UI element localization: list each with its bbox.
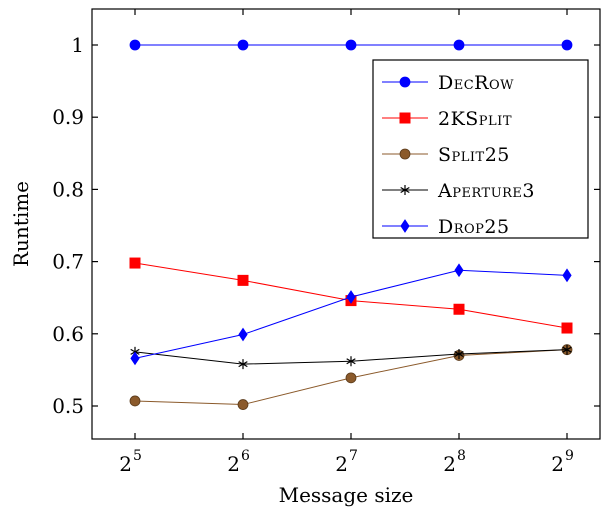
data-point-circle — [129, 39, 141, 51]
legend-entry-aperture3: Aperture3 — [382, 180, 535, 202]
data-point-circle — [129, 395, 141, 407]
data-point-square — [129, 257, 141, 269]
x-tick-exponent: 6 — [241, 448, 250, 464]
series-line — [134, 269, 568, 359]
star-stroke — [346, 358, 356, 365]
legend-entry-2ksplit: 2KSplit — [382, 108, 512, 130]
x-tick-exponent: 8 — [457, 448, 466, 464]
data-point-circle — [561, 39, 573, 51]
data-point-diamond — [130, 351, 140, 366]
series-decrow — [129, 39, 573, 51]
star-stroke — [454, 350, 464, 358]
x-tick-base: 2 — [227, 452, 240, 476]
legend-box — [372, 59, 589, 239]
series-split25 — [129, 344, 573, 410]
data-point-circle — [345, 39, 357, 51]
x-tick-exponent: 5 — [133, 448, 142, 464]
data-point-circle — [453, 39, 465, 51]
star-stroke — [400, 186, 410, 194]
data-point-star — [454, 349, 464, 360]
legend-label: 2KSplit — [438, 108, 512, 130]
data-point-star — [400, 185, 410, 195]
data-point-square — [561, 322, 573, 334]
data-point-square — [453, 303, 465, 315]
data-point-diamond — [400, 219, 410, 233]
data-point-diamond — [562, 268, 572, 283]
x-tick-base: 2 — [443, 452, 456, 476]
legend-entry-split25: Split25 — [382, 144, 510, 166]
data-point-star — [238, 359, 248, 370]
y-tick-label: 0.6 — [52, 322, 84, 346]
series-layer — [129, 39, 573, 410]
data-point-diamond — [238, 327, 248, 342]
y-tick-label: 0.8 — [52, 177, 84, 201]
star-stroke — [562, 346, 572, 353]
x-tick-base: 2 — [119, 452, 132, 476]
data-point-square — [399, 112, 411, 124]
x-tick-exponent: 9 — [565, 448, 574, 464]
x-tick-base: 2 — [551, 452, 564, 476]
legend: DecRow 2KSplit Split25 Aperture3 Drop25 — [372, 59, 589, 239]
y-tick-label: 0.9 — [52, 105, 84, 129]
data-point-square — [237, 274, 249, 286]
data-point-circle — [237, 399, 249, 410]
y-axis-title: Runtime — [9, 181, 33, 267]
data-point-star — [346, 356, 356, 367]
x-axis-title: Message size — [279, 483, 414, 507]
data-point-circle — [345, 372, 357, 384]
series-drop25 — [130, 263, 572, 366]
x-tick-base: 2 — [335, 452, 348, 476]
legend-label: Aperture3 — [437, 180, 535, 202]
y-tick-label: 0.7 — [52, 250, 84, 274]
series-aperture3 — [130, 344, 572, 370]
y-tick-label: 1 — [71, 33, 84, 57]
y-axis: 0.5 0.6 0.7 0.8 0.9 1 — [52, 33, 600, 418]
data-point-diamond — [454, 263, 464, 278]
legend-entry-decrow: DecRow — [382, 72, 514, 94]
data-point-diamond — [346, 290, 356, 304]
legend-label: DecRow — [438, 72, 514, 94]
data-point-circle — [399, 148, 411, 160]
legend-entry-drop25: Drop25 — [382, 216, 510, 238]
x-tick-exponent: 7 — [349, 448, 358, 464]
data-point-circle — [237, 39, 249, 51]
data-point-circle — [399, 76, 411, 88]
star-stroke — [238, 361, 248, 368]
data-point-star — [562, 344, 572, 355]
legend-label: Split25 — [438, 144, 510, 166]
y-tick-label: 0.5 — [52, 394, 84, 418]
plot-frame — [91, 8, 601, 440]
legend-label: Drop25 — [438, 216, 510, 238]
